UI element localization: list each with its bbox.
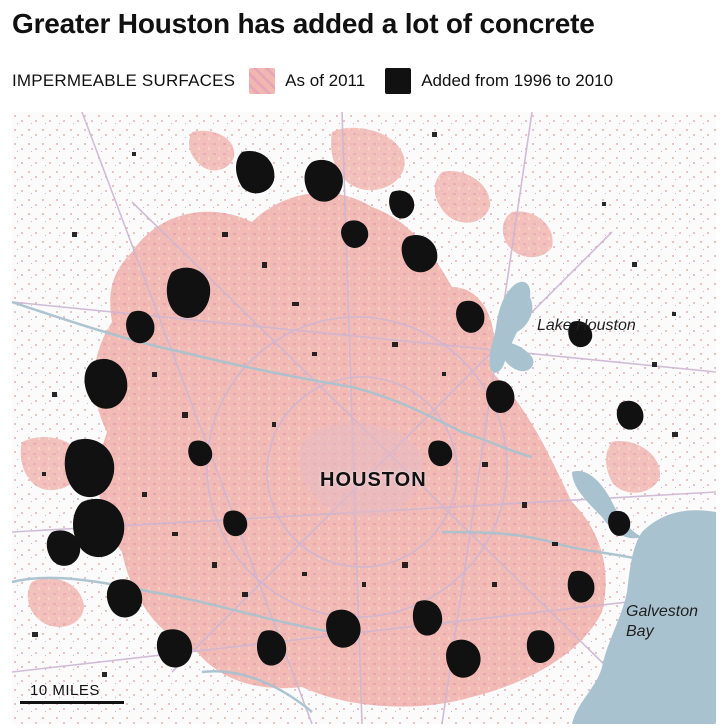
pink-swatch-icon (249, 68, 275, 94)
scale-line (20, 701, 124, 704)
label-galveston-line2: Bay (626, 622, 698, 642)
legend: IMPERMEABLE SURFACES As of 2011 Added fr… (12, 66, 613, 96)
label-houston: HOUSTON (320, 469, 427, 492)
label-lake-houston: Lake Houston (537, 317, 636, 335)
legend-label-2011: As of 2011 (285, 71, 365, 91)
black-swatch-icon (385, 68, 411, 94)
page-title: Greater Houston has added a lot of concr… (12, 8, 595, 40)
label-galveston-bay: Galveston Bay (626, 602, 698, 642)
houston-map (12, 112, 716, 724)
legend-heading: IMPERMEABLE SURFACES (12, 71, 235, 91)
legend-label-1996-2010: Added from 1996 to 2010 (421, 71, 613, 91)
label-galveston-line1: Galveston (626, 602, 698, 622)
scale-label: 10 MILES (30, 682, 100, 699)
scale-bar: 10 MILES (20, 682, 128, 704)
map-container: Lake Houston HOUSTON Galveston Bay (12, 112, 716, 724)
